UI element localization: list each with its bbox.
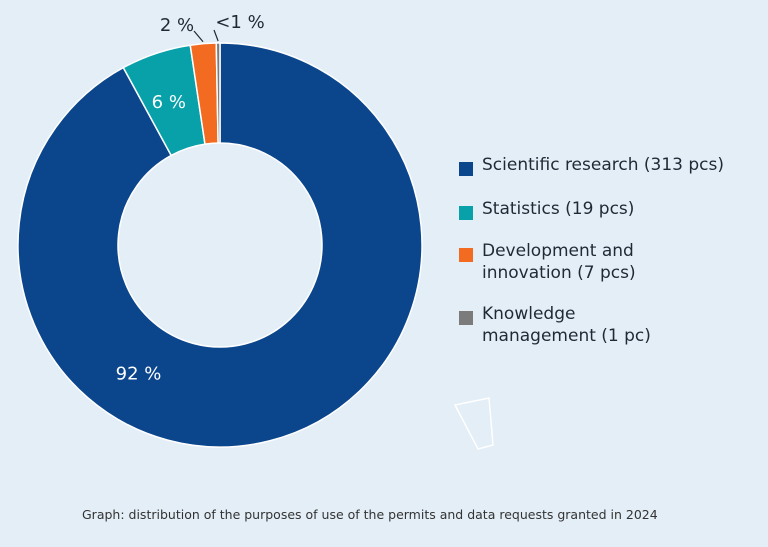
chart-legend: Scientific research (313 pcs) Statistics…	[459, 154, 759, 369]
slice-scientific	[17, 42, 423, 448]
legend-swatch	[459, 162, 473, 176]
legend-item-scientific-research: Scientific research (313 pcs)	[459, 154, 759, 176]
leader-line	[213, 29, 219, 42]
legend-label: Development and innovation (7 pcs)	[482, 241, 636, 283]
slice-value-label: 92 %	[116, 363, 162, 384]
legend-swatch	[459, 206, 473, 220]
legend-label: Knowledge management (1 pc)	[482, 304, 651, 346]
legend-item-statistics: Statistics (19 pcs)	[459, 198, 759, 220]
legend-label: Statistics (19 pcs)	[482, 199, 635, 219]
legend-item-knowledge-management: Knowledge management (1 pc)	[459, 303, 759, 347]
donut-slices	[17, 42, 423, 448]
decorative-outline-shape	[453, 397, 494, 450]
slice-value-label: 6 %	[152, 92, 186, 113]
slice-value-label: 2 %	[160, 15, 194, 36]
leader-line	[193, 30, 204, 43]
slice-labels: 92 % 6 % 2 % <1 %	[116, 12, 265, 384]
legend-item-development-innovation: Development and innovation (7 pcs)	[459, 240, 759, 284]
legend-swatch	[459, 311, 473, 325]
legend-label: Scientific research (313 pcs)	[482, 155, 725, 175]
slice-value-label: <1 %	[215, 12, 264, 33]
slice-knowledge	[215, 42, 221, 144]
chart-caption: Graph: distribution of the purposes of u…	[82, 507, 658, 522]
legend-swatch	[459, 248, 473, 262]
